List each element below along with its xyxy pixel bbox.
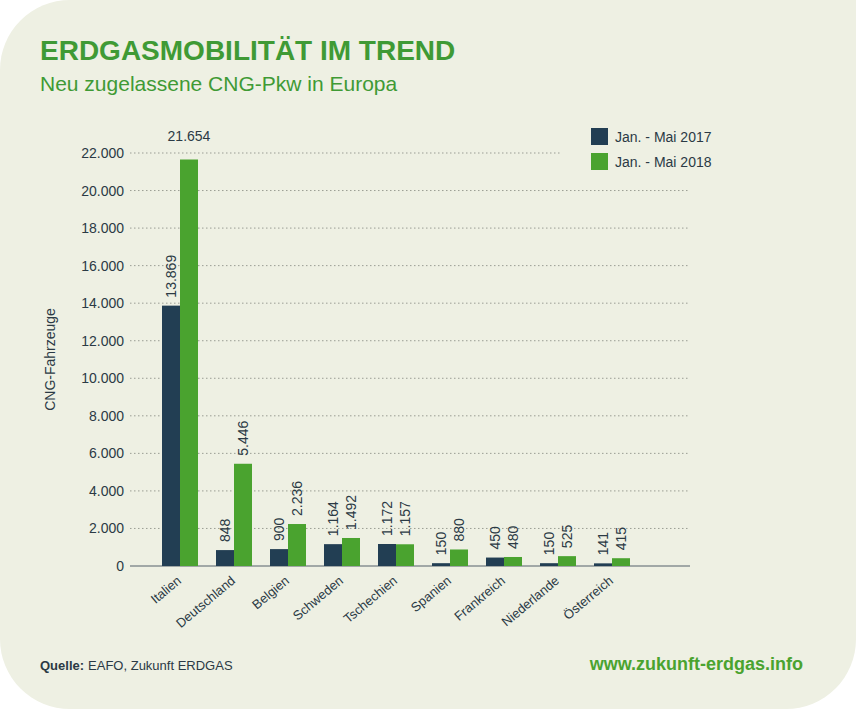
chart: ERDGASMOBILITÄT IM TREND Neu zugelassene … bbox=[0, 0, 856, 709]
legend: Jan. - Mai 2017 Jan. - Mai 2018 bbox=[591, 128, 712, 170]
bar bbox=[162, 306, 180, 566]
bar bbox=[396, 544, 414, 566]
data-label: 415 bbox=[613, 527, 629, 551]
data-label: 1.172 bbox=[379, 501, 395, 536]
bar bbox=[558, 556, 576, 566]
y-tick-label: 12.000 bbox=[81, 333, 124, 349]
data-labels: 13.869 848 900 1.164 1.172 150 450 150 141 21.654… bbox=[163, 128, 629, 555]
y-tick-label: 16.000 bbox=[81, 258, 124, 274]
bars bbox=[162, 159, 630, 566]
bar bbox=[180, 159, 198, 566]
subtitle: Neu zugelassene CNG-Pkw in Europa bbox=[40, 72, 397, 95]
y-tick-label: 0 bbox=[116, 558, 124, 574]
bar bbox=[288, 524, 306, 566]
bar bbox=[234, 464, 252, 566]
y-tick-label: 14.000 bbox=[81, 295, 124, 311]
y-tick-label: 22.000 bbox=[81, 145, 124, 161]
y-tick-label: 18.000 bbox=[81, 220, 124, 236]
x-tick-label: Schweden bbox=[290, 573, 346, 624]
grid-line bbox=[130, 340, 690, 341]
data-label: 848 bbox=[217, 519, 233, 543]
x-tick-label: Italien bbox=[148, 573, 184, 607]
data-label: 1.492 bbox=[343, 495, 359, 530]
bar bbox=[216, 550, 234, 566]
x-tick-label: Belgien bbox=[249, 573, 292, 612]
bar bbox=[270, 549, 288, 566]
y-tick-label: 10.000 bbox=[81, 370, 124, 386]
data-label: 525 bbox=[559, 525, 575, 549]
x-tick-label: Deutschland bbox=[173, 573, 238, 631]
data-label: 2.236 bbox=[289, 481, 305, 516]
bar bbox=[378, 544, 396, 566]
legend-swatch bbox=[591, 128, 608, 145]
data-label: 13.869 bbox=[163, 255, 179, 298]
legend-swatch bbox=[591, 153, 608, 170]
data-label: 900 bbox=[271, 518, 287, 542]
grid-line bbox=[130, 490, 690, 491]
x-tick-label: Österreich bbox=[560, 573, 616, 623]
x-tick-label: Niederlande bbox=[499, 573, 562, 630]
bar bbox=[432, 563, 450, 566]
legend-label: Jan. - Mai 2018 bbox=[615, 154, 712, 170]
y-tick-label: 4.000 bbox=[89, 483, 124, 499]
data-label: 5.446 bbox=[235, 421, 251, 456]
data-label: 1.164 bbox=[325, 501, 341, 536]
grid-line bbox=[130, 265, 690, 266]
bar bbox=[594, 563, 612, 566]
data-label: 141 bbox=[595, 532, 611, 556]
grid-line bbox=[130, 153, 561, 154]
bar bbox=[504, 557, 522, 566]
data-label: 150 bbox=[541, 532, 557, 556]
bar bbox=[324, 544, 342, 566]
source-text: EAFO, Zukunft ERDGAS bbox=[88, 658, 233, 673]
website: www.zukunft-erdgas.info bbox=[589, 654, 803, 674]
source: Quelle: EAFO, Zukunft ERDGAS bbox=[40, 658, 233, 673]
bar bbox=[612, 558, 630, 566]
y-tick-label: 8.000 bbox=[89, 408, 124, 424]
grid-line bbox=[130, 303, 690, 304]
data-label: 880 bbox=[451, 518, 467, 542]
grid-line bbox=[130, 453, 690, 454]
grid bbox=[130, 153, 690, 566]
x-tick-label: Tschechien bbox=[340, 573, 399, 626]
y-tick-label: 6.000 bbox=[89, 445, 124, 461]
data-label: 480 bbox=[505, 525, 521, 549]
bar bbox=[540, 563, 558, 566]
source-label: Quelle: bbox=[40, 658, 84, 673]
title: ERDGASMOBILITÄT IM TREND bbox=[40, 35, 455, 66]
y-axis-title: CNG-Fahrzeuge bbox=[42, 308, 58, 411]
bar bbox=[486, 558, 504, 566]
grid-line bbox=[130, 378, 690, 379]
y-tick-label: 2.000 bbox=[89, 520, 124, 536]
legend-label: Jan. - Mai 2017 bbox=[615, 129, 712, 145]
y-tick-label: 20.000 bbox=[81, 183, 124, 199]
grid-line bbox=[130, 228, 690, 229]
data-label: 450 bbox=[487, 526, 503, 550]
data-label: 1.157 bbox=[397, 501, 413, 536]
data-label: 150 bbox=[433, 532, 449, 556]
x-tick-label: Spanien bbox=[408, 573, 454, 615]
grid-line bbox=[130, 190, 690, 191]
data-label: 21.654 bbox=[168, 128, 211, 144]
bar bbox=[342, 538, 360, 566]
grid-line bbox=[130, 415, 690, 416]
bar bbox=[450, 549, 468, 566]
